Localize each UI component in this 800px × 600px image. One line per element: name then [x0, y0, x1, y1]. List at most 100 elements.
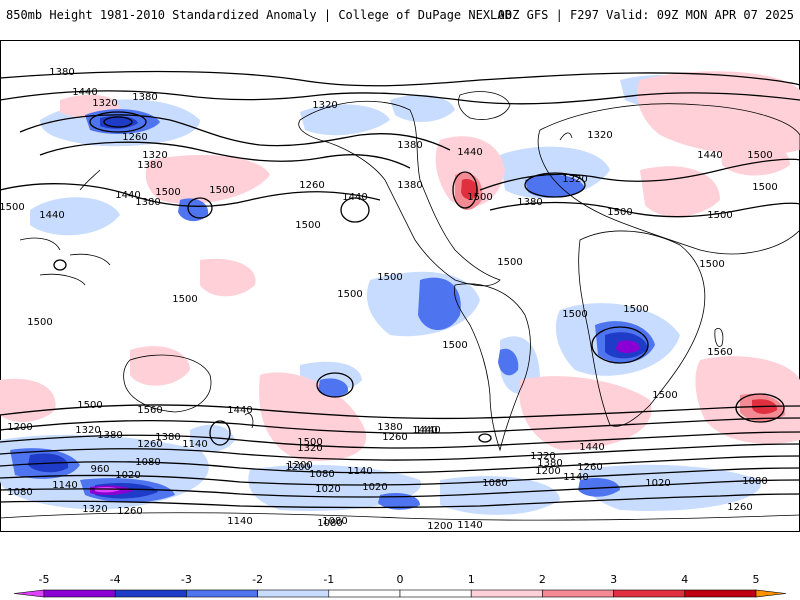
contour-value-label: 1380	[132, 92, 157, 103]
contour-value-label: 1080	[135, 457, 160, 468]
contour-value-label: 1440	[579, 442, 604, 453]
contour-value-label: 1380	[397, 180, 422, 191]
contour-value-label: 1080	[482, 478, 507, 489]
color-scale-tick-label: 2	[539, 573, 546, 586]
color-scale-segment	[186, 589, 258, 598]
color-scale-tick-label: 5	[753, 573, 760, 586]
contour-value-label: 1380	[537, 458, 562, 469]
contour-value-label: 960	[90, 464, 109, 475]
contour-value-label: 1020	[645, 478, 670, 489]
contour-value-label: 1080	[742, 476, 767, 487]
color-scale-tick-label: -5	[39, 573, 50, 586]
contour-value-label: 1320	[312, 100, 337, 111]
anomaly-map: 1380144013201380132012601320138015001440…	[0, 40, 800, 532]
coastlines	[0, 91, 800, 521]
contour-value-label: 1500	[699, 259, 724, 270]
contour-value-label: 1440	[72, 87, 97, 98]
color-scale-tick-label: 1	[468, 573, 475, 586]
contour-value-label: 1260	[382, 432, 407, 443]
contour-value-label: 1440	[115, 190, 140, 201]
contour-value-label: 1260	[137, 439, 162, 450]
map-title: 850mb Height 1981-2010 Standardized Anom…	[6, 8, 512, 22]
model-run-info: 00Z GFS | F297 Valid: 09Z MON APR 07 202…	[497, 8, 794, 22]
contour-value-label: 1440	[342, 192, 367, 203]
contour-value-label: 1080	[322, 516, 347, 527]
contour-value-label: 1200	[427, 521, 452, 532]
contour-value-label: 1320	[82, 504, 107, 515]
color-scale-segments	[13, 589, 787, 598]
contour-value-label: 1320	[562, 174, 587, 185]
contour-value-label: 1500	[442, 340, 467, 351]
contour-value-label: 1020	[315, 484, 340, 495]
color-scale-tick-label: 3	[610, 573, 617, 586]
contour-value-label: 1500	[27, 317, 52, 328]
contour-value-label: 1140	[563, 472, 588, 483]
color-scale-tick-label: 0	[397, 573, 404, 586]
color-scale-tick-label: -1	[323, 573, 334, 586]
color-scale-bar: -5 -4 -3 -2 -1 0 1 2 3 4 5	[13, 573, 787, 598]
color-scale-segment	[542, 589, 614, 598]
contour-value-label: 1500	[295, 220, 320, 231]
contour-value-label: 1020	[362, 482, 387, 493]
contour-value-label: 1080	[7, 487, 32, 498]
contour-value-label: 1260	[577, 462, 602, 473]
contour-value-label: 1260	[117, 506, 142, 517]
color-scale-segment	[470, 589, 543, 598]
contour-value-label: 1380	[49, 67, 74, 78]
color-scale-min-triangle	[13, 589, 45, 598]
contour-value-label: 1320	[587, 130, 612, 141]
contour-value-label: 1320	[142, 150, 167, 161]
color-scale-segment	[43, 589, 116, 598]
positive-1-areas	[0, 71, 800, 461]
contour-value-label: 1020	[115, 470, 140, 481]
color-scale-segment	[114, 589, 187, 598]
contour-value-label: 1500	[652, 390, 677, 401]
contour-value-label: 1380	[97, 430, 122, 441]
contour-value-label: 1500	[623, 304, 648, 315]
contour-value-label: 1500	[172, 294, 197, 305]
color-scale-tick-label: -3	[181, 573, 192, 586]
color-scale-segment	[684, 589, 757, 598]
height-contours	[0, 70, 800, 509]
contour-value-label: 1500	[562, 309, 587, 320]
contour-value-label: 1320	[297, 443, 322, 454]
color-scale-segment	[399, 589, 472, 598]
contour-value-label: 1500	[297, 437, 322, 448]
contour-value-label: 1380	[137, 160, 162, 171]
contour-value-label: 1500	[752, 182, 777, 193]
contour-value-label: 1500	[747, 150, 772, 161]
contour-value-label: 1140	[457, 520, 482, 531]
contour-value-label: 1380	[377, 422, 402, 433]
contour-value-label: 1500	[497, 257, 522, 268]
contour-value-label: 1260	[122, 132, 147, 143]
contour-value-label: 1560	[707, 347, 732, 358]
color-scale-tick-label: 4	[681, 573, 688, 586]
contour-value-label: 1500	[707, 210, 732, 221]
anomaly-shading	[0, 71, 800, 515]
contour-value-label: 1500	[467, 192, 492, 203]
contour-value-label: 1140	[227, 516, 252, 527]
contour-value-label: 1320	[92, 98, 117, 109]
contour-value-label: 1380	[155, 432, 180, 443]
contour-value-label: 1380	[397, 140, 422, 151]
contour-value-label: 1200	[535, 466, 560, 477]
contour-value-label: 1260	[727, 502, 752, 513]
contour-value-label: 1500	[337, 289, 362, 300]
contour-value-label: 1440	[697, 150, 722, 161]
color-scale-segment	[613, 589, 686, 598]
contour-value-label: 1440	[415, 425, 440, 436]
contour-value-label: 1500	[607, 207, 632, 218]
contour-value-label: 1140	[52, 480, 77, 491]
color-scale-tick-labels: -5 -4 -3 -2 -1 0 1 2 3 4 5	[39, 573, 760, 586]
contour-value-label: 1500	[377, 272, 402, 283]
contour-value-label: 1080	[317, 518, 342, 529]
contour-value-label: 1200	[7, 422, 32, 433]
contour-value-label: 1260	[299, 180, 324, 191]
contour-value-label: 1560	[137, 405, 162, 416]
contour-labels: 1380144013201380132012601320138015001440…	[0, 67, 778, 532]
contour-value-label: 1320	[75, 425, 100, 436]
contour-value-label: 1500	[209, 185, 234, 196]
contour-value-label: 1500	[155, 187, 180, 198]
contour-value-label: 1500	[0, 202, 25, 213]
color-scale-max-triangle	[755, 589, 787, 598]
